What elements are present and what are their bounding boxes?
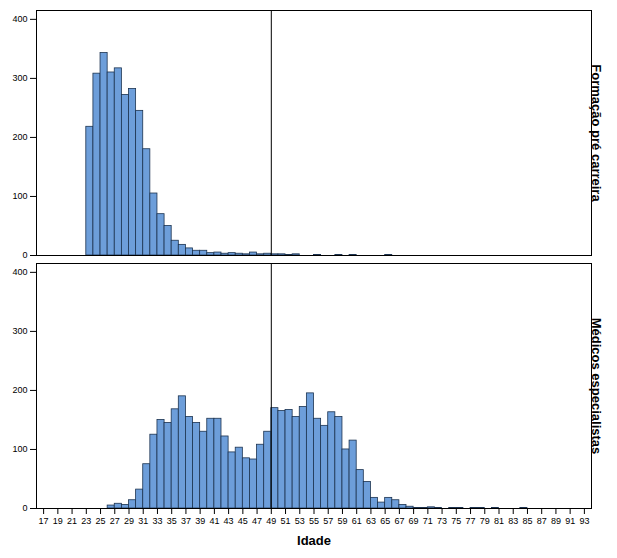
svg-text:49: 49	[266, 516, 276, 526]
svg-text:79: 79	[480, 516, 490, 526]
svg-text:200: 200	[12, 132, 27, 142]
svg-text:0: 0	[22, 250, 27, 260]
svg-text:55: 55	[309, 516, 319, 526]
svg-text:47: 47	[252, 516, 262, 526]
svg-text:43: 43	[224, 516, 234, 526]
svg-text:89: 89	[551, 516, 561, 526]
svg-text:69: 69	[409, 516, 419, 526]
svg-text:57: 57	[323, 516, 333, 526]
svg-text:21: 21	[67, 516, 77, 526]
svg-text:100: 100	[12, 444, 27, 454]
svg-text:81: 81	[494, 516, 504, 526]
svg-text:300: 300	[12, 326, 27, 336]
svg-text:33: 33	[152, 516, 162, 526]
svg-text:83: 83	[508, 516, 518, 526]
svg-text:400: 400	[12, 14, 27, 24]
svg-text:100: 100	[12, 191, 27, 201]
svg-text:87: 87	[537, 516, 547, 526]
svg-text:51: 51	[281, 516, 291, 526]
svg-text:77: 77	[466, 516, 476, 526]
svg-text:67: 67	[394, 516, 404, 526]
svg-text:85: 85	[522, 516, 532, 526]
svg-text:59: 59	[337, 516, 347, 526]
svg-text:91: 91	[565, 516, 575, 526]
svg-text:19: 19	[53, 516, 63, 526]
svg-text:41: 41	[209, 516, 219, 526]
svg-text:93: 93	[579, 516, 589, 526]
svg-text:45: 45	[238, 516, 248, 526]
svg-text:Médicos especialistas: Médicos especialistas	[589, 318, 604, 455]
svg-text:23: 23	[81, 516, 91, 526]
svg-text:31: 31	[138, 516, 148, 526]
svg-text:63: 63	[366, 516, 376, 526]
svg-text:300: 300	[12, 73, 27, 83]
svg-text:400: 400	[12, 267, 27, 277]
svg-text:73: 73	[437, 516, 447, 526]
svg-text:Formação pré carreira: Formação pré carreira	[589, 64, 604, 202]
svg-text:Idade: Idade	[297, 533, 331, 548]
svg-text:71: 71	[423, 516, 433, 526]
svg-text:53: 53	[295, 516, 305, 526]
svg-text:29: 29	[124, 516, 134, 526]
svg-text:61: 61	[352, 516, 362, 526]
svg-text:75: 75	[451, 516, 461, 526]
svg-text:0: 0	[22, 503, 27, 513]
svg-text:65: 65	[380, 516, 390, 526]
svg-text:200: 200	[12, 385, 27, 395]
svg-text:27: 27	[110, 516, 120, 526]
svg-text:39: 39	[195, 516, 205, 526]
svg-text:17: 17	[39, 516, 49, 526]
svg-text:25: 25	[96, 516, 106, 526]
svg-text:35: 35	[167, 516, 177, 526]
svg-text:37: 37	[181, 516, 191, 526]
